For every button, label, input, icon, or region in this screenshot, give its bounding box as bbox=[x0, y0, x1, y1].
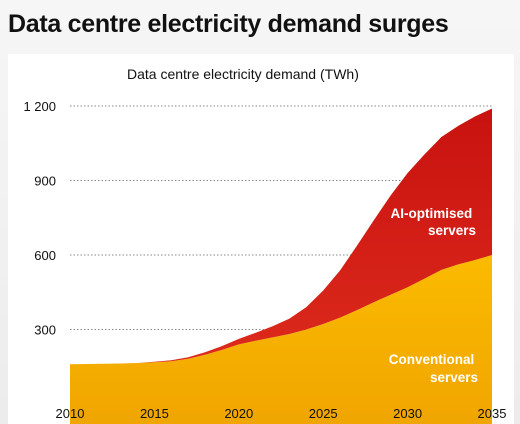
ai-optimised-servers-area bbox=[70, 108, 492, 365]
x-tick-label-4: 2030 bbox=[393, 406, 422, 421]
conventional-servers-label-line1: Conventional bbox=[389, 352, 475, 367]
chart-title: Data centre electricity demand (TWh) bbox=[127, 66, 359, 82]
y-axis-ticks: 300 600 900 1 200 bbox=[23, 99, 56, 338]
x-tick-label-1: 2015 bbox=[140, 406, 169, 421]
ai-servers-label-line2: servers bbox=[428, 223, 476, 238]
y-tick-label-1: 600 bbox=[34, 248, 56, 263]
page-title: Data centre electricity demand surges bbox=[8, 10, 449, 38]
x-tick-label-0: 2010 bbox=[56, 406, 85, 421]
ai-servers-label: AI-optimised servers bbox=[390, 206, 476, 238]
y-tick-label-2: 900 bbox=[34, 174, 56, 189]
x-tick-label-5: 2035 bbox=[478, 406, 507, 421]
ai-servers-label-line1: AI-optimised bbox=[390, 206, 472, 221]
conventional-servers-label-line2: servers bbox=[430, 370, 478, 385]
x-axis-ticks: 2010 2015 2020 2025 2030 2035 bbox=[56, 406, 507, 421]
conventional-servers-area bbox=[70, 255, 492, 424]
area-series bbox=[70, 108, 492, 424]
x-tick-label-2: 2020 bbox=[224, 406, 253, 421]
x-tick-label-3: 2025 bbox=[309, 406, 338, 421]
y-tick-label-3: 1 200 bbox=[23, 99, 56, 114]
conventional-servers-label: Conventional servers bbox=[389, 352, 478, 385]
chart-panel: Data centre electricity demand (TWh) 300… bbox=[8, 54, 514, 424]
electricity-demand-chart: Data centre electricity demand (TWh) 300… bbox=[23, 66, 507, 424]
y-tick-label-0: 300 bbox=[34, 323, 56, 338]
